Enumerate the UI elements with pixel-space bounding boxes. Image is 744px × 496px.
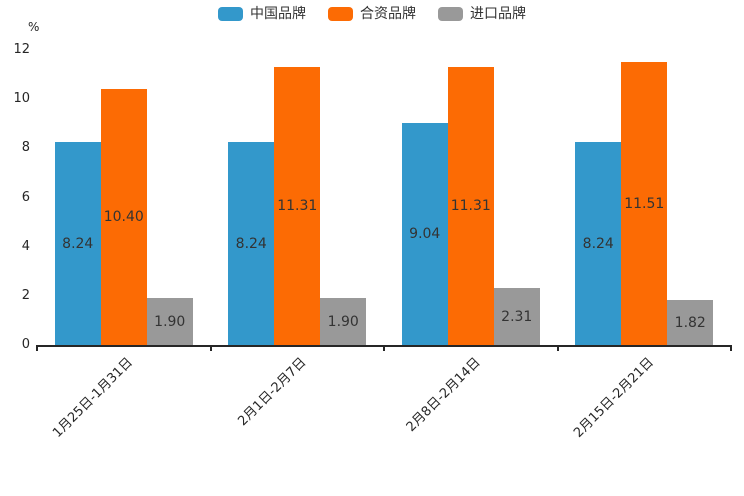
bar-value-label: 9.04 bbox=[409, 225, 441, 242]
bar[interactable] bbox=[274, 66, 321, 345]
bar[interactable] bbox=[493, 288, 540, 345]
bar[interactable] bbox=[320, 298, 367, 345]
y-tick-label: 4 bbox=[21, 238, 30, 254]
bar-value-label: 2.31 bbox=[501, 308, 533, 325]
y-tick-label: 8 bbox=[21, 140, 30, 156]
legend-label: 中国品牌 bbox=[250, 6, 306, 22]
bar[interactable] bbox=[146, 298, 193, 345]
y-tick-label: 12 bbox=[13, 42, 30, 57]
bar-value-label: 1.82 bbox=[674, 314, 706, 331]
legend-item-series-2[interactable]: 合资品牌 bbox=[328, 7, 416, 21]
bar-value-label: 11.31 bbox=[450, 197, 491, 214]
x-category-label: 2月8日-2月14日 bbox=[403, 355, 484, 435]
legend-item-series-3[interactable]: 进口品牌 bbox=[438, 7, 526, 21]
legend-label: 合资品牌 bbox=[360, 6, 416, 22]
bar[interactable] bbox=[621, 62, 668, 345]
x-category-label: 2月1日-2月7日 bbox=[235, 355, 310, 430]
bar-value-label: 8.24 bbox=[235, 235, 267, 252]
legend-swatch-icon bbox=[328, 7, 353, 21]
bar[interactable] bbox=[100, 89, 147, 345]
x-tick-mark bbox=[730, 345, 732, 351]
x-tick-mark bbox=[36, 345, 38, 351]
bar-value-label: 10.40 bbox=[103, 209, 144, 226]
x-category-label: 1月25日-1月31日 bbox=[50, 355, 137, 441]
chart-legend: 中国品牌 合资品牌 进口品牌 bbox=[0, 7, 744, 21]
x-tick-mark bbox=[556, 345, 559, 351]
y-axis-unit-label: % bbox=[28, 20, 40, 34]
y-tick-label: 0 bbox=[21, 337, 30, 352]
bar[interactable] bbox=[575, 142, 622, 345]
y-tick-label: 6 bbox=[21, 189, 30, 205]
bar-value-label: 11.31 bbox=[277, 197, 318, 214]
bar[interactable] bbox=[401, 122, 448, 345]
x-tick-mark bbox=[209, 345, 212, 351]
legend-swatch-icon bbox=[438, 7, 463, 21]
x-tick-mark bbox=[383, 345, 385, 351]
bar[interactable] bbox=[228, 142, 275, 345]
bar-value-label: 8.24 bbox=[582, 235, 614, 252]
y-tick-label: 2 bbox=[21, 287, 30, 303]
legend-label: 进口品牌 bbox=[470, 6, 526, 22]
bar[interactable] bbox=[447, 66, 494, 345]
bar[interactable] bbox=[667, 300, 714, 345]
bar-value-label: 11.51 bbox=[624, 195, 665, 212]
bar-value-label: 8.24 bbox=[62, 235, 94, 252]
bar-value-label: 1.90 bbox=[327, 313, 359, 330]
bar[interactable] bbox=[54, 142, 101, 345]
legend-item-series-1[interactable]: 中国品牌 bbox=[218, 7, 306, 21]
legend-swatch-icon bbox=[218, 7, 243, 21]
bar-value-label: 1.90 bbox=[154, 313, 186, 330]
y-tick-label: 10 bbox=[13, 91, 30, 107]
x-category-label: 2月15日-2月21日 bbox=[571, 355, 657, 441]
